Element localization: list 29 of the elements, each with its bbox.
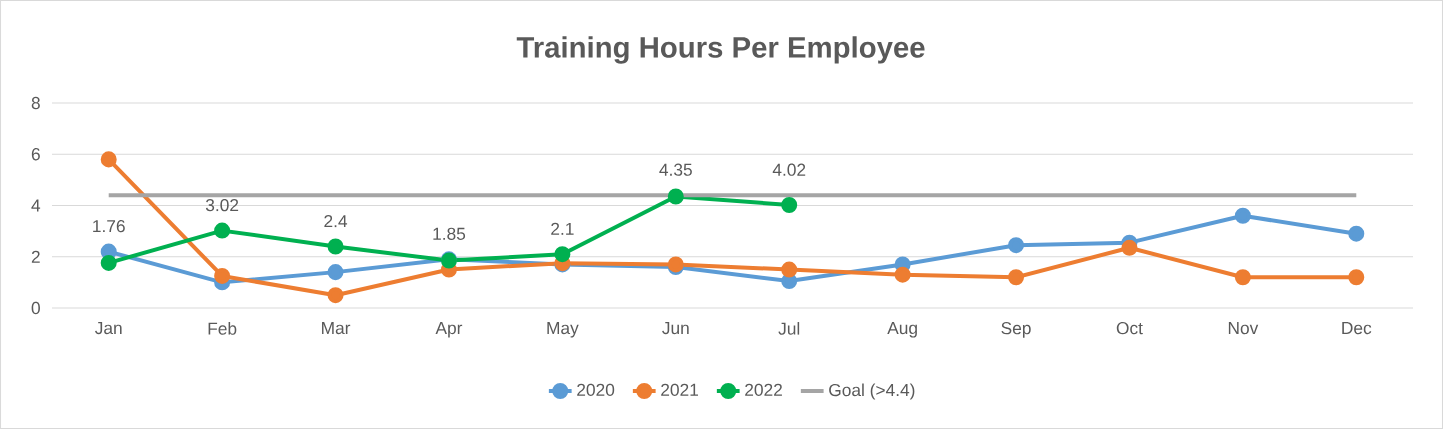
legend-label: 2020 [577, 383, 615, 396]
legend-label: 2021 [661, 383, 698, 396]
y-tick-label: 2 [31, 250, 40, 263]
y-tick-label: 6 [31, 148, 40, 161]
x-tick-label: Jun [662, 322, 689, 335]
data-label: 1.85 [433, 227, 466, 240]
x-tick-label: Aug [887, 322, 917, 338]
data-label: 4.35 [659, 163, 692, 176]
data-label: 1.76 [93, 219, 125, 233]
x-tick-label: Sep [1001, 322, 1031, 338]
data-label: 4.02 [772, 163, 806, 176]
x-tick-label: Oct [1116, 322, 1143, 335]
y-tick-label: 4 [31, 199, 41, 212]
x-tick-label: Jul [778, 322, 800, 335]
legend-label: 2022 [745, 383, 782, 396]
x-tick-label: Mar [322, 322, 351, 335]
data-label: 2.4 [324, 215, 348, 228]
legend-label: Goal (>4.4) [829, 383, 915, 400]
x-tick-label: Nov [1228, 322, 1259, 335]
y-tick-label: 0 [31, 301, 40, 315]
x-tick-label: Feb [208, 322, 237, 335]
x-tick-label: Apr [435, 322, 463, 338]
data-label: 2.1 [551, 222, 574, 235]
x-tick-label: May [547, 322, 579, 338]
x-tick-label: Dec [1342, 322, 1372, 335]
chart-title: Training Hours Per Employee [516, 36, 925, 64]
x-tick-label: Jan [95, 322, 122, 335]
y-tick-label: 8 [31, 96, 40, 110]
data-label: 3.02 [205, 198, 239, 212]
